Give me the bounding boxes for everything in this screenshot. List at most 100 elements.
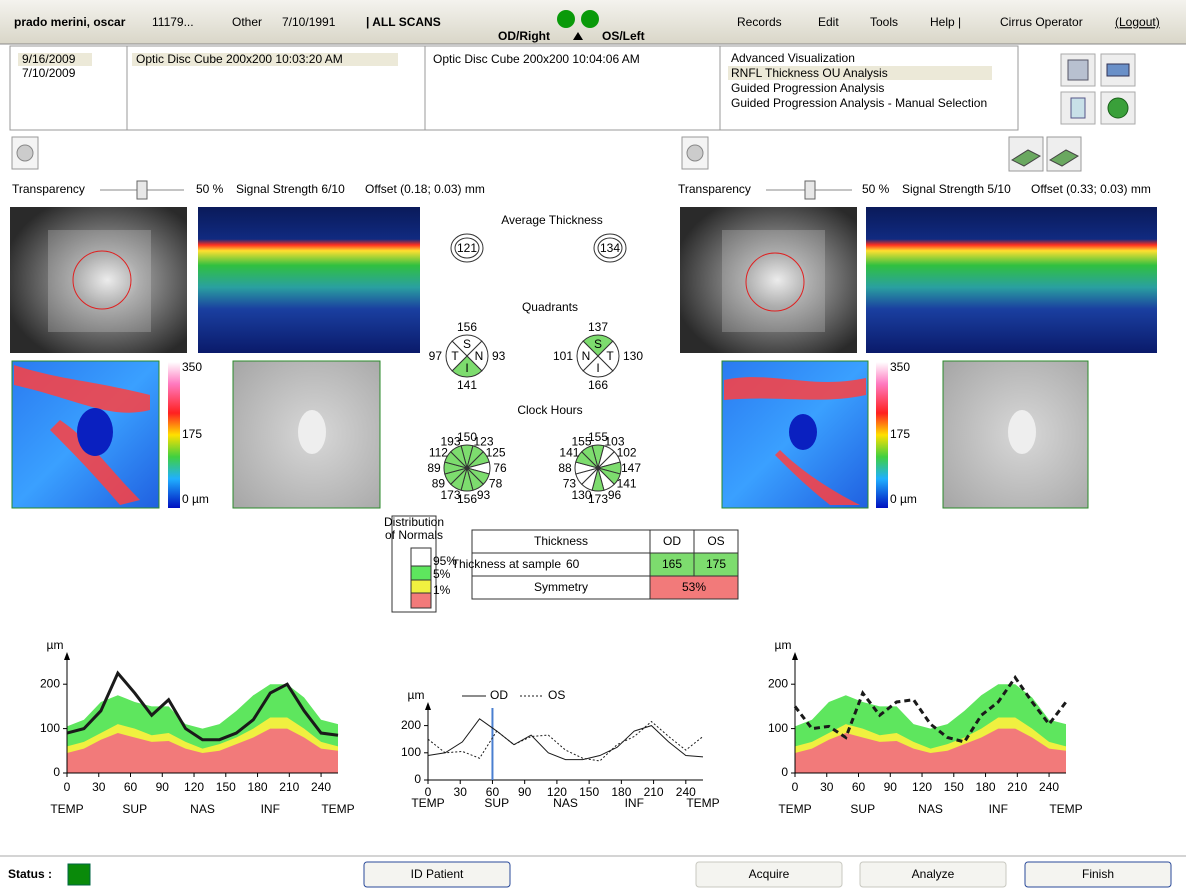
transparency-label: Transparency: [678, 182, 751, 196]
quadrant-value: 166: [588, 378, 608, 392]
y-tick-label: 100: [40, 721, 60, 735]
offset: Offset (0.18; 0.03) mm: [365, 182, 485, 196]
od-scan[interactable]: Optic Disc Cube 200x200 10:03:20 AM: [136, 52, 343, 66]
x-tick-label: 180: [248, 780, 268, 794]
region-label: INF: [261, 802, 280, 816]
x-tick-label: 0: [792, 780, 799, 794]
avg-thickness: 134: [600, 241, 620, 255]
y-tick-label: 200: [40, 676, 60, 690]
color-scale: [876, 362, 888, 508]
slider-thumb[interactable]: [137, 181, 147, 199]
region-label: TEMP: [1049, 802, 1082, 816]
y-tick-label: 200: [768, 676, 788, 690]
scale-label: 350: [182, 360, 202, 374]
clock-value: 93: [477, 488, 491, 502]
clock-value: 76: [493, 461, 507, 475]
table-label: Thickness at sample: [452, 557, 562, 571]
status-indicator: [68, 864, 90, 885]
quadrant-letter: S: [594, 337, 602, 351]
region-label: TEMP: [411, 796, 444, 810]
clock-value: 147: [621, 461, 641, 475]
y-tick-label: 0: [53, 765, 60, 779]
legend-label: 5%: [433, 567, 451, 581]
quadrant-letter: I: [465, 361, 468, 375]
x-tick-label: 30: [454, 785, 468, 799]
x-tick-label: 90: [518, 785, 532, 799]
transparency-value: 50 %: [862, 182, 890, 196]
region-label: TEMP: [50, 802, 83, 816]
logout-link[interactable]: (Logout): [1115, 15, 1160, 29]
legend-swatch: [411, 566, 431, 580]
x-tick-label: 240: [1039, 780, 1059, 794]
quadrant-value: 156: [457, 320, 477, 334]
menu-item[interactable]: Tools: [870, 15, 898, 29]
x-tick-label: 180: [976, 780, 996, 794]
table-header: OS: [707, 534, 724, 548]
od-indicator: [557, 10, 575, 28]
x-tick-label: 150: [216, 780, 236, 794]
button-label: ID Patient: [411, 867, 464, 881]
status-label: Status :: [8, 867, 52, 881]
legend-swatch: [411, 548, 431, 566]
section-title: Quadrants: [522, 300, 578, 314]
button-label: Acquire: [749, 867, 790, 881]
disc: [298, 410, 326, 454]
x-tick-label: 210: [279, 780, 299, 794]
scan-area: [722, 230, 825, 332]
region-label: TEMP: [321, 802, 354, 816]
transparency-value: 50 %: [196, 182, 224, 196]
scale-label: 175: [890, 427, 910, 441]
mode: | ALL SCANS: [366, 15, 441, 29]
x-tick-label: 120: [912, 780, 932, 794]
analysis-option[interactable]: RNFL Thickness OU Analysis: [731, 66, 888, 80]
patient-name: prado merini, oscar: [14, 15, 126, 29]
x-tick-label: 90: [156, 780, 170, 794]
legend-label: 1%: [433, 583, 451, 597]
scan-date[interactable]: 9/16/2009: [22, 52, 76, 66]
region-label: SUP: [484, 796, 509, 810]
icon-shape: [1107, 64, 1129, 76]
os-label: OS/Left: [602, 29, 645, 43]
slider-thumb[interactable]: [805, 181, 815, 199]
clock-value: 89: [427, 461, 441, 475]
table-header: OD: [663, 534, 681, 548]
x-tick-label: 0: [64, 780, 71, 794]
y-axis-label: µm: [408, 688, 425, 702]
clock-value: 193: [440, 434, 460, 448]
region-label: NAS: [190, 802, 215, 816]
menu-item[interactable]: Help |: [930, 15, 961, 29]
sample-number: 60: [566, 557, 580, 571]
icon-shape: [1071, 98, 1085, 118]
region-label: SUP: [850, 802, 875, 816]
x-tick-label: 210: [1007, 780, 1027, 794]
color-scale: [168, 362, 180, 508]
table-value: 165: [662, 557, 682, 571]
y-tick-label: 0: [781, 765, 788, 779]
analysis-option[interactable]: Advanced Visualization: [731, 51, 855, 65]
x-tick-label: 150: [579, 785, 599, 799]
clock-value: 78: [489, 477, 503, 491]
y-tick-label: 200: [401, 718, 421, 732]
analysis-option[interactable]: Guided Progression Analysis - Manual Sel…: [731, 96, 987, 110]
gender: Other: [232, 15, 262, 29]
x-tick-label: 120: [184, 780, 204, 794]
menu-item[interactable]: Records: [737, 15, 782, 29]
scan-date[interactable]: 7/10/2009: [22, 66, 76, 80]
analysis-option[interactable]: Guided Progression Analysis: [731, 81, 884, 95]
icon-shape: [17, 145, 33, 161]
x-tick-label: 30: [92, 780, 106, 794]
legend-title: Distribution: [384, 515, 444, 529]
legend-title: of Normals: [385, 528, 443, 542]
table-header: Thickness: [534, 534, 588, 548]
region-label: SUP: [122, 802, 147, 816]
y-tick-label: 100: [401, 745, 421, 759]
menu-item[interactable]: Edit: [818, 15, 839, 29]
os-scan[interactable]: Optic Disc Cube 200x200 10:04:06 AM: [433, 52, 640, 66]
offset: Offset (0.33; 0.03) mm: [1031, 182, 1151, 196]
x-tick-label: 60: [852, 780, 866, 794]
table-value: 53%: [682, 580, 706, 594]
scale-label: 0 µm: [890, 492, 917, 506]
operator: Cirrus Operator: [1000, 15, 1083, 29]
quadrant-letter: T: [451, 349, 459, 363]
patient-id: 11179...: [152, 15, 194, 29]
